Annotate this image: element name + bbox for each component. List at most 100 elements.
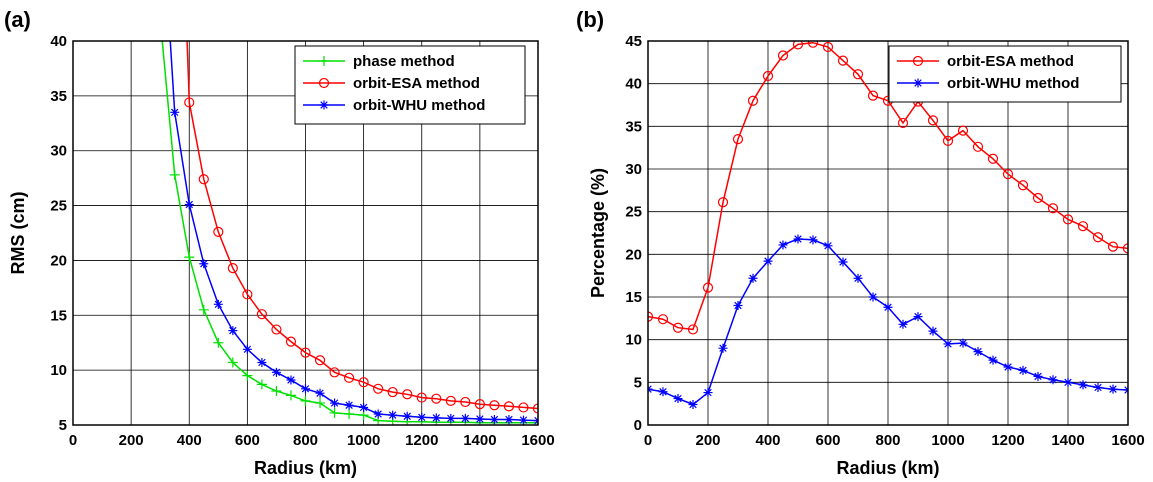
x-tick-label: 600 xyxy=(235,432,260,449)
data-point xyxy=(227,357,238,368)
data-point xyxy=(388,410,398,420)
x-axis-title: Radius (km) xyxy=(254,458,357,478)
data-point xyxy=(285,390,296,401)
data-point xyxy=(823,241,833,251)
data-point xyxy=(271,385,282,396)
data-point xyxy=(942,135,954,146)
data-point xyxy=(198,174,209,185)
data-point xyxy=(763,256,773,266)
x-tick-label: 1600 xyxy=(521,432,554,449)
data-point xyxy=(852,69,864,80)
data-point xyxy=(358,377,369,388)
data-point xyxy=(672,322,684,333)
legend-item: orbit-WHU method xyxy=(303,97,485,114)
x-tick-label: 1400 xyxy=(1051,432,1084,449)
data-point xyxy=(718,343,728,353)
y-tick-label: 10 xyxy=(625,332,642,349)
data-point xyxy=(867,90,879,101)
data-point xyxy=(213,299,223,309)
data-point xyxy=(958,338,968,348)
data-point xyxy=(242,370,253,381)
data-point xyxy=(271,367,281,377)
data-point xyxy=(1108,384,1118,394)
data-point xyxy=(1047,203,1059,214)
data-point xyxy=(373,409,383,419)
y-tick-label: 20 xyxy=(50,252,67,269)
data-point xyxy=(416,392,427,403)
data-point xyxy=(532,403,538,414)
x-tick-label: 400 xyxy=(177,432,202,449)
y-tick-label: 5 xyxy=(59,417,67,434)
y-tick-label: 20 xyxy=(625,246,642,263)
data-point xyxy=(242,344,252,354)
legend-marker xyxy=(319,56,329,66)
data-point xyxy=(1062,214,1074,225)
x-tick-label: 200 xyxy=(695,432,720,449)
series-line xyxy=(648,41,1128,331)
data-point xyxy=(402,411,412,421)
data-point xyxy=(1018,365,1028,375)
data-point xyxy=(300,347,311,358)
series-orbit-whu-method xyxy=(169,41,538,425)
data-point xyxy=(838,257,848,267)
data-point xyxy=(898,319,908,329)
data-point xyxy=(228,326,238,336)
data-point xyxy=(853,273,863,283)
y-tick-label: 35 xyxy=(625,118,642,135)
data-point xyxy=(503,401,515,412)
data-point xyxy=(344,400,354,410)
panel-a: 0 200 400 600 800 1000 1200 1400 1600 5 10 15 20 25 30… xyxy=(4,7,555,478)
data-point xyxy=(1002,169,1014,180)
y-tick-label: 35 xyxy=(50,88,67,105)
data-point xyxy=(717,197,729,208)
legend: orbit-ESA method orbit-WHU method xyxy=(888,45,1122,103)
data-point xyxy=(1077,221,1089,232)
plot-frame xyxy=(647,40,1129,426)
x-tick-label: 1600 xyxy=(1111,432,1144,449)
legend-item: orbit-WHU method xyxy=(897,75,1079,92)
data-point xyxy=(658,387,668,397)
x-tick-label: 0 xyxy=(644,432,652,449)
y-tick-label: 5 xyxy=(634,374,642,391)
legend-label: phase method xyxy=(353,53,455,70)
legend-marker xyxy=(319,100,329,110)
legend-marker xyxy=(912,55,924,67)
x-tick-label: 0 xyxy=(69,432,77,449)
y-axis-title: RMS (cm) xyxy=(8,191,28,274)
y-tick-label: 15 xyxy=(50,307,67,324)
x-tick-label: 200 xyxy=(119,432,144,449)
y-tick-label: 25 xyxy=(50,198,67,215)
data-point xyxy=(1032,192,1044,204)
data-point xyxy=(1063,377,1073,387)
data-point xyxy=(1093,382,1103,392)
x-tick-label: 800 xyxy=(875,432,900,449)
data-point xyxy=(1033,371,1043,381)
data-point xyxy=(762,70,774,82)
data-point xyxy=(732,134,744,145)
data-point xyxy=(474,399,485,410)
data-point xyxy=(315,398,326,409)
y-tick-label: 40 xyxy=(50,33,67,50)
data-point xyxy=(1078,380,1088,390)
data-point xyxy=(257,357,267,367)
x-tick-label: 800 xyxy=(293,432,318,449)
data-point xyxy=(518,402,529,413)
data-point xyxy=(1017,180,1029,191)
data-point xyxy=(402,389,413,400)
panel-b: 0 200 400 600 800 1000 1200 1400 1600 0 5 10 15 20 25 3… xyxy=(576,7,1145,478)
data-point xyxy=(1048,375,1058,385)
legend-box xyxy=(294,45,526,125)
data-point xyxy=(343,372,355,383)
data-point xyxy=(315,388,325,398)
y-tick-label: 0 xyxy=(634,417,642,434)
data-point xyxy=(1107,241,1119,252)
data-point xyxy=(702,282,714,293)
data-point xyxy=(1003,362,1013,372)
legend-item: phase method xyxy=(303,53,455,70)
data-point xyxy=(807,41,819,48)
data-point xyxy=(475,414,485,424)
x-tick-label: 400 xyxy=(755,432,780,449)
x-tick-label: 1000 xyxy=(931,432,964,449)
legend-label: orbit-WHU method xyxy=(947,75,1079,92)
legend-box xyxy=(888,45,1122,103)
